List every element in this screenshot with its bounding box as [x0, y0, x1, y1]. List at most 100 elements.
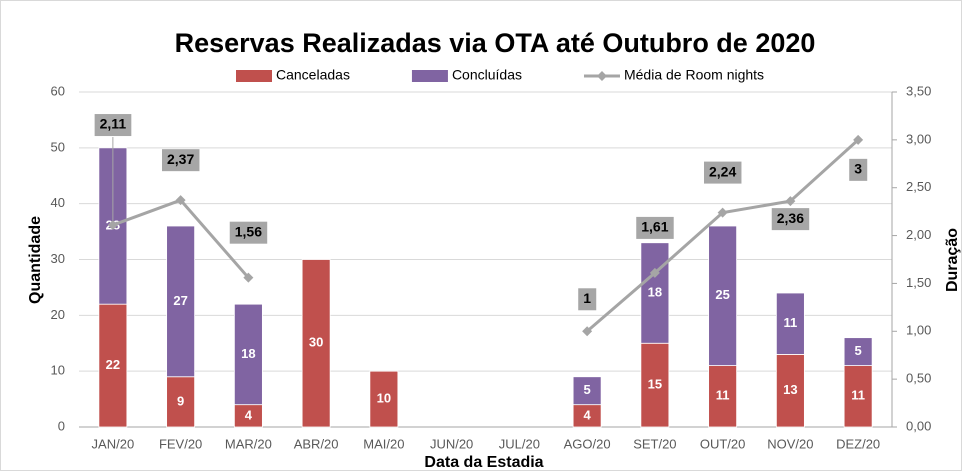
bar-label: 11	[851, 388, 865, 403]
bar-segment	[98, 303, 128, 428]
line-label: 2,11	[94, 114, 132, 137]
y-tick-label: 0	[58, 418, 65, 433]
x-tick-label: AGO/20	[564, 436, 611, 451]
bar-label: 27	[173, 293, 187, 308]
y-tick-label: 40	[51, 195, 65, 210]
y2-tick-label: 1,50	[906, 275, 931, 290]
line-marker	[717, 207, 728, 218]
line-label-text: 1,61	[641, 219, 668, 235]
line-label-box	[771, 208, 810, 231]
bar-label: 4	[245, 407, 253, 422]
y-tick-label: 50	[51, 139, 65, 154]
x-tick-label: JUN/20	[430, 436, 473, 451]
y-tick-label: 60	[51, 83, 65, 98]
bar-label: 9	[177, 393, 184, 408]
line-marker	[243, 272, 254, 283]
line-label-text: 1,56	[235, 223, 262, 239]
chart-title: Reservas Realizadas via OTA até Outubro …	[175, 28, 816, 58]
y2-tick-label: 1,00	[906, 323, 931, 338]
line-label: 1	[578, 288, 597, 311]
line-label-box	[94, 114, 132, 137]
line-label-text: 2,11	[100, 116, 127, 132]
y-axis-title: Quantidade	[27, 216, 44, 304]
bar-segment	[369, 370, 399, 428]
bar-label: 18	[241, 346, 255, 361]
line-label: 2,37	[162, 149, 200, 172]
bar-segment	[572, 376, 602, 406]
bar-segment	[640, 242, 670, 344]
legend-label: Concluídas	[452, 67, 522, 83]
y2-tick-label: 3,50	[906, 83, 931, 98]
bar-label: 5	[855, 343, 862, 358]
bar-label: 10	[377, 391, 391, 406]
x-tick-label: MAI/20	[363, 436, 404, 451]
line-label-text: 1	[583, 290, 591, 306]
y2-tick-label: 0,00	[906, 418, 931, 433]
bar-segment	[166, 225, 196, 378]
bar-label: 25	[715, 287, 729, 302]
y2-tick-label: 3,00	[906, 131, 931, 146]
y-tick-label: 10	[51, 363, 65, 378]
line-label-text: 2,36	[777, 210, 804, 226]
line-label-text: 3	[854, 161, 862, 177]
legend-label: Canceladas	[276, 67, 350, 83]
bar-label: 4	[584, 407, 592, 422]
line-label: 1,56	[229, 221, 268, 244]
legend-swatch	[411, 70, 448, 82]
x-tick-label: JUL/20	[499, 436, 540, 451]
x-tick-label: MAR/20	[225, 436, 272, 451]
legend-swatch	[236, 70, 272, 82]
bar-label: 30	[309, 335, 323, 350]
line-label-text: 2,37	[167, 151, 194, 167]
line-label-box	[229, 221, 268, 244]
x-tick-label: ABR/20	[294, 436, 339, 451]
bar-segment	[233, 303, 263, 406]
bar-segment	[166, 376, 196, 428]
line-label: 1,61	[636, 216, 674, 239]
y2-tick-label: 2,00	[906, 227, 931, 242]
y-tick-label: 30	[51, 251, 65, 266]
bar-label: 11	[784, 315, 798, 330]
bar-label: 13	[783, 382, 797, 397]
bar-segment	[775, 354, 805, 428]
bar-segment	[301, 259, 331, 428]
y2-axis-title: Duração	[944, 228, 961, 292]
line-marker	[107, 220, 118, 231]
line-marker	[582, 326, 593, 337]
line-marker	[649, 267, 660, 278]
bar-label: 11	[716, 388, 730, 403]
line-marker	[785, 196, 796, 207]
bar-segment	[640, 342, 670, 428]
bar-label: 22	[106, 357, 120, 372]
bar-label: 15	[648, 377, 662, 392]
x-tick-label: NOV/20	[767, 436, 813, 451]
legend-swatch	[596, 71, 607, 81]
bar-segment	[843, 365, 873, 428]
line-label-box	[636, 216, 674, 239]
y-tick-label: 20	[51, 307, 65, 322]
bar-segment	[708, 365, 738, 428]
line-label: 3	[849, 158, 868, 181]
x-tick-label: OUT/20	[700, 436, 746, 451]
x-tick-label: SET/20	[633, 436, 676, 451]
y2-tick-label: 0,50	[906, 371, 931, 386]
x-axis-title: Data da Estadia	[424, 454, 543, 471]
bar-label: 5	[584, 382, 591, 397]
line-label: 2,36	[771, 208, 810, 231]
x-tick-label: FEV/20	[159, 436, 202, 451]
bar-label: 18	[648, 284, 662, 299]
line-label-box	[704, 161, 742, 184]
y2-tick-label: 2,50	[906, 179, 931, 194]
legend-label: Média de Room nights	[624, 67, 764, 83]
line-label: 2,24	[704, 161, 742, 184]
line-label-text: 2,24	[709, 163, 736, 179]
line-label-box	[849, 158, 868, 181]
line-label-box	[162, 149, 200, 172]
bar-segment	[843, 337, 873, 366]
line-marker	[853, 134, 864, 145]
bar-segment	[775, 292, 805, 355]
x-tick-label: JAN/20	[92, 436, 135, 451]
line-marker	[175, 195, 186, 206]
bar-segment	[708, 225, 738, 366]
